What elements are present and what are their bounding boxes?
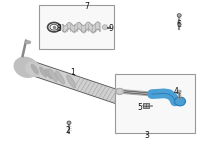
Ellipse shape <box>40 67 47 77</box>
Ellipse shape <box>174 97 186 106</box>
Text: 1: 1 <box>71 68 75 77</box>
Text: 3: 3 <box>145 131 149 140</box>
Polygon shape <box>25 61 131 106</box>
Polygon shape <box>121 93 141 106</box>
Circle shape <box>117 90 122 93</box>
Ellipse shape <box>104 26 106 29</box>
Text: 4: 4 <box>174 87 178 96</box>
Text: 6: 6 <box>177 20 181 30</box>
Ellipse shape <box>103 25 107 29</box>
Ellipse shape <box>14 57 38 77</box>
Text: 2: 2 <box>66 126 70 135</box>
Ellipse shape <box>31 64 38 74</box>
FancyBboxPatch shape <box>115 74 195 133</box>
Ellipse shape <box>177 14 181 17</box>
Text: 7: 7 <box>85 2 89 11</box>
Ellipse shape <box>26 62 42 76</box>
Ellipse shape <box>45 69 52 79</box>
FancyBboxPatch shape <box>39 5 114 49</box>
Ellipse shape <box>177 90 181 92</box>
FancyBboxPatch shape <box>143 103 149 108</box>
Circle shape <box>116 88 124 94</box>
Ellipse shape <box>26 41 31 44</box>
Ellipse shape <box>48 69 58 82</box>
Ellipse shape <box>67 121 71 125</box>
Text: 8: 8 <box>57 24 61 33</box>
Text: 5: 5 <box>138 103 142 112</box>
Ellipse shape <box>67 75 76 88</box>
Ellipse shape <box>55 71 65 84</box>
Text: 9: 9 <box>109 24 113 33</box>
